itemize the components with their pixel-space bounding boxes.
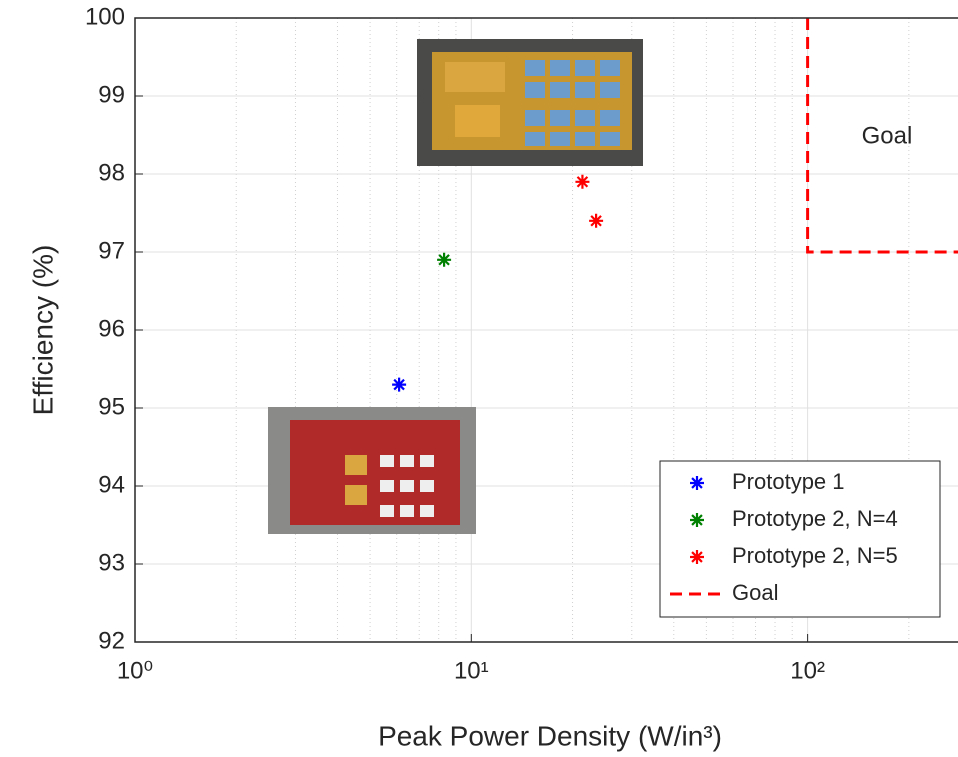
y-tick-label: 92: [98, 627, 125, 654]
y-tick-label: 99: [98, 81, 125, 108]
y-tick-label: 100: [85, 3, 125, 30]
y-tick-label: 98: [98, 159, 125, 186]
x-tick-label: 10⁰: [117, 657, 153, 684]
legend-marker: [690, 550, 704, 564]
legend-label: Prototype 2, N=5: [732, 543, 898, 568]
y-tick-label: 96: [98, 315, 125, 342]
y-tick-label: 93: [98, 549, 125, 576]
legend-label: Prototype 1: [732, 469, 845, 494]
photo-top: [417, 39, 643, 166]
legend-box: [659, 460, 941, 618]
data-point: [589, 213, 604, 228]
x-tick-label: 10²: [790, 657, 825, 684]
x-axis-label: Peak Power Density (W/in³): [378, 720, 722, 751]
x-tick-label: 10¹: [454, 657, 489, 684]
data-point: [575, 174, 590, 189]
photo-bottom: [268, 407, 476, 534]
legend-label: Goal: [732, 580, 778, 605]
legend-marker: [690, 513, 704, 527]
y-tick-label: 95: [98, 393, 125, 420]
y-axis-label: Efficiency (%): [27, 245, 58, 416]
axis-frame: [134, 17, 958, 643]
annotation: Goal: [862, 122, 913, 149]
goal-line: [806, 18, 958, 254]
y-tick-label: 97: [98, 237, 125, 264]
legend-label: Prototype 2, N=4: [732, 506, 898, 531]
plot: [392, 18, 958, 392]
legend-marker: [690, 476, 704, 490]
data-point: [437, 252, 452, 267]
y-tick-label: 94: [98, 471, 125, 498]
data-point: [392, 377, 407, 392]
